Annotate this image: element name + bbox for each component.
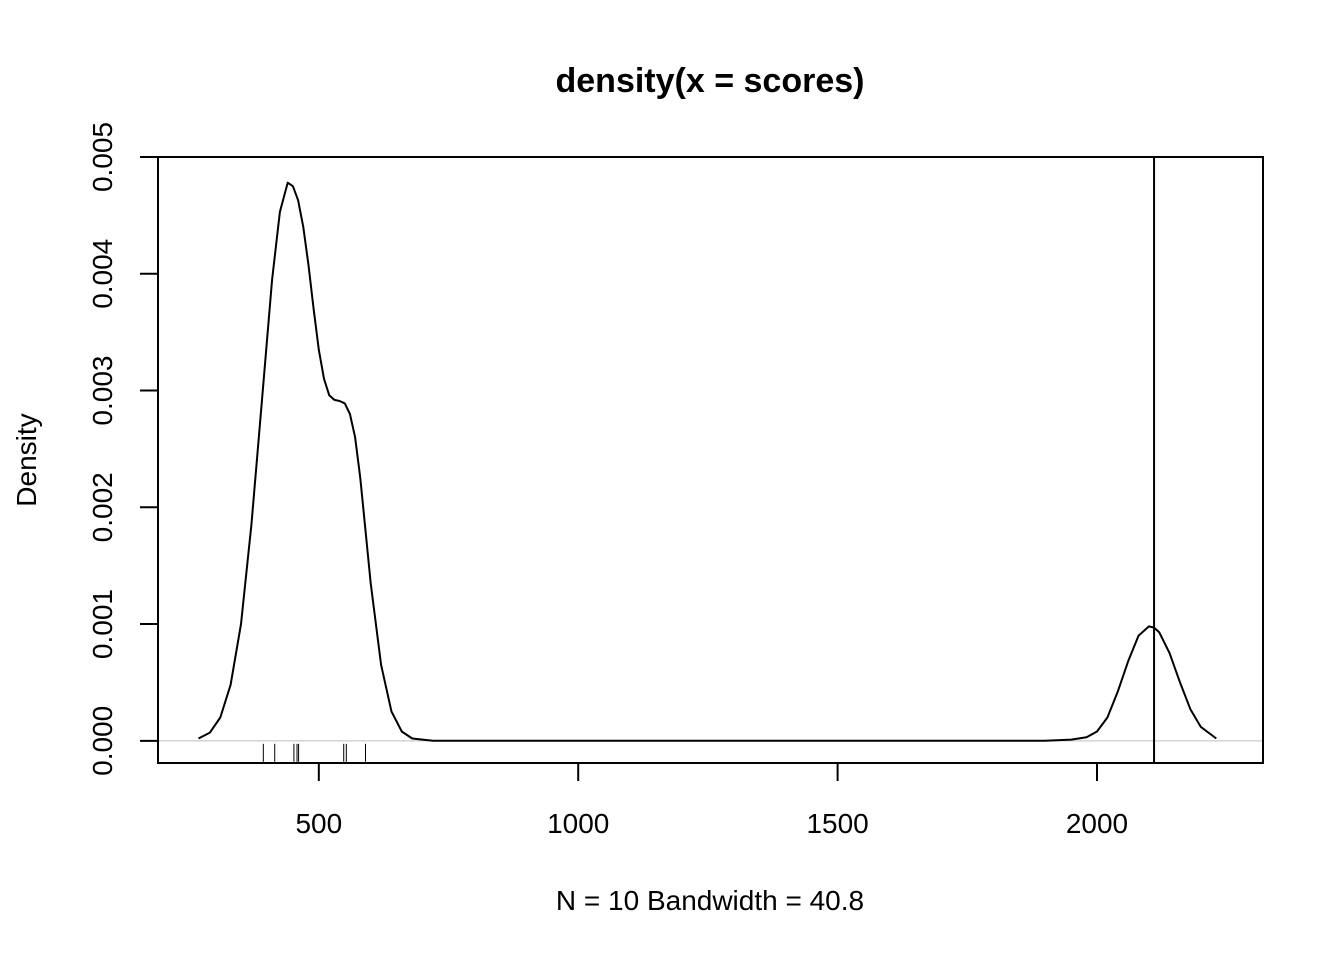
density-curve-0: [198, 181, 1217, 742]
x-tick-label-0: 500: [295, 808, 342, 839]
y-tick-label-4: 0.004: [87, 239, 118, 309]
x-axis-label: N = 10 Bandwidth = 40.8: [556, 885, 864, 916]
x-tick-label-1: 1000: [547, 808, 609, 839]
y-tick-label-1: 0.001: [87, 589, 118, 659]
x-tick-label-2: 1500: [806, 808, 868, 839]
x-axis: 500 1000 1500 2000: [295, 762, 1128, 839]
plot-frame: [157, 156, 1264, 764]
density-curve-layer: [198, 181, 1217, 742]
y-tick-label-3: 0.003: [87, 355, 118, 425]
y-axis: 0.000 0.001 0.002 0.003 0.004 0.005: [87, 122, 159, 776]
y-axis-label: Density: [11, 413, 42, 506]
x-tick-label-3: 2000: [1066, 808, 1128, 839]
y-tick-label-5: 0.005: [87, 122, 118, 192]
y-tick-label-2: 0.002: [87, 472, 118, 542]
y-tick-label-0: 0.000: [87, 706, 118, 776]
chart-title: density(x = scores): [556, 62, 865, 100]
rug-layer: [262, 743, 367, 762]
